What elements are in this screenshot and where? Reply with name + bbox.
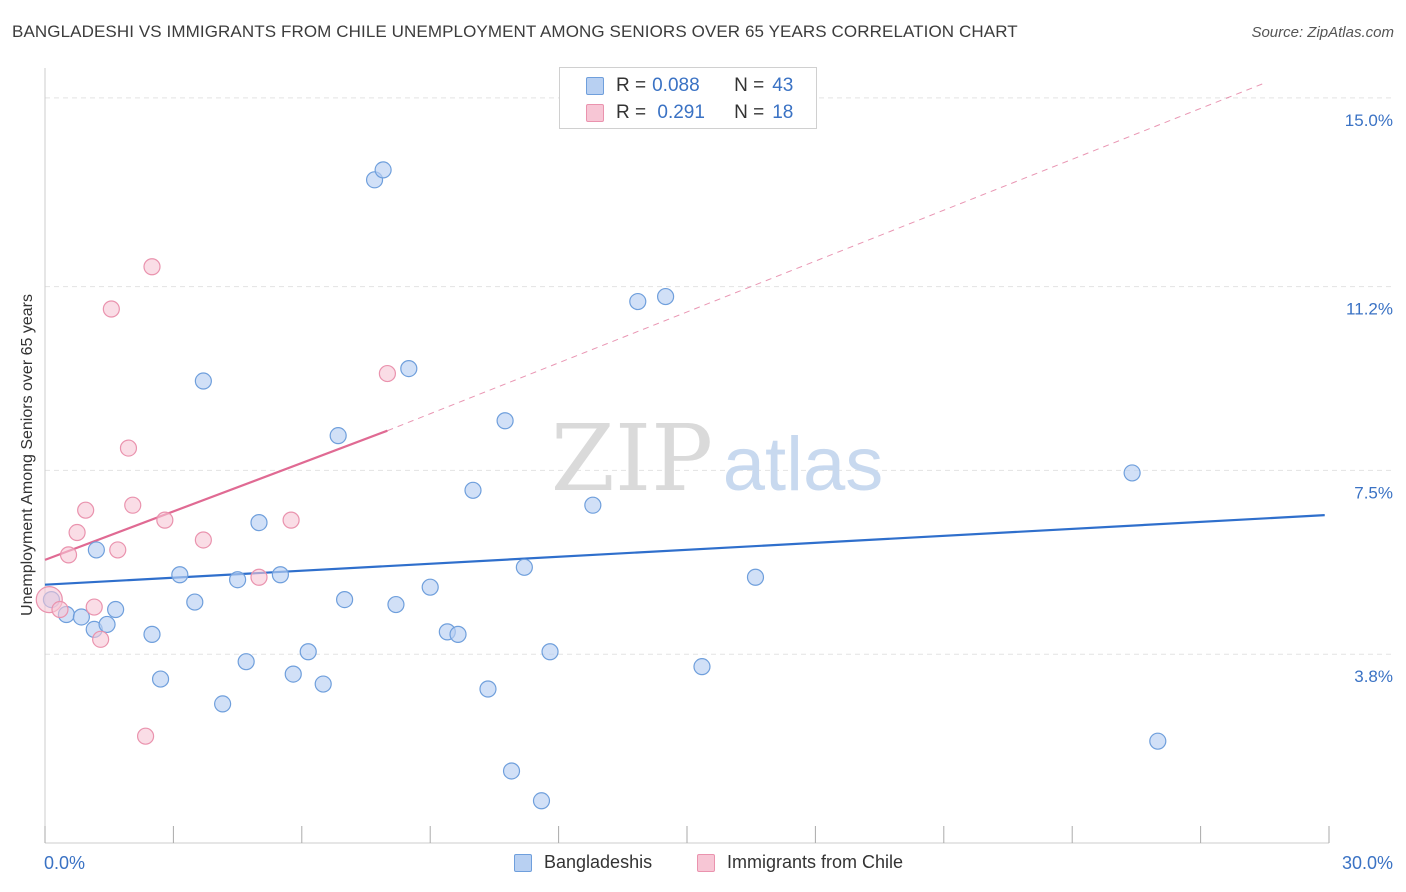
chile-point	[378, 364, 396, 383]
chile-point	[143, 258, 161, 276]
chile-trend-line	[44, 429, 388, 561]
bangladeshis-point	[449, 625, 467, 643]
bangladeshis-point	[496, 412, 514, 430]
bangladeshis-point	[151, 670, 170, 688]
bangladeshis-point	[421, 578, 439, 596]
bangladeshis-point	[400, 360, 418, 378]
bangladeshis-point	[1149, 732, 1167, 750]
bangladeshis-point	[237, 653, 255, 671]
n-label: N =	[734, 75, 765, 96]
bangladeshis-point	[329, 427, 347, 445]
chile-point	[136, 727, 155, 745]
watermark-atlas: atlas	[723, 422, 884, 507]
correlation-legend: R = 0.088 N = 43 R = 0.291 N = 18	[559, 67, 817, 129]
chile-point	[194, 531, 212, 549]
bangladeshis-point	[186, 593, 204, 611]
bangladeshis-point	[374, 161, 392, 179]
pink-swatch	[586, 104, 604, 122]
bangladeshis-point	[541, 643, 559, 661]
bangladeshis-point	[746, 568, 765, 586]
source-label: Source: ZipAtlas.com	[1251, 24, 1394, 41]
bangladeshis-point	[336, 590, 354, 609]
chile-point	[282, 511, 300, 529]
chile-point	[250, 568, 268, 586]
bangladeshis-point	[194, 372, 212, 390]
y-tick-label: 15.0%	[1345, 111, 1393, 130]
blue-swatch	[514, 853, 532, 872]
n-value: 18	[772, 102, 794, 123]
axes	[44, 68, 1330, 844]
x-tick-label-max: 30.0%	[1342, 853, 1393, 873]
legend-row-bangladeshis: R = 0.088 N = 43	[586, 75, 793, 97]
r-label: R =	[616, 102, 647, 123]
bangladeshis-point	[693, 658, 711, 676]
y-axis-label: Unemployment Among Seniors over 65 years	[19, 294, 36, 616]
legend-item-chile: Immigrants from Chile	[697, 852, 903, 873]
blue-swatch	[586, 77, 604, 95]
chile-point	[119, 439, 138, 457]
chile-point	[156, 511, 174, 529]
legend-label: Immigrants from Chile	[727, 852, 904, 872]
bangladeshis-point	[387, 595, 405, 614]
bangladeshis-point	[502, 762, 521, 780]
bangladeshis-point	[250, 513, 268, 532]
bangladeshis-point	[532, 792, 551, 810]
r-value: 0.291	[652, 102, 705, 123]
bangladeshis-point	[271, 566, 289, 584]
bangladeshis-point	[143, 625, 161, 643]
legend-label: Bangladeshis	[544, 852, 653, 872]
chile-point	[124, 496, 142, 514]
n-value: 43	[772, 75, 794, 96]
bangladeshis-point	[1123, 464, 1141, 482]
watermark: ZIP atlas	[551, 405, 883, 512]
chart-title: BANGLADESHI VS IMMIGRANTS FROM CHILE UNE…	[12, 22, 1018, 41]
grid-lines	[45, 97, 1392, 655]
data-points	[35, 161, 1167, 810]
bangladeshis-point	[314, 675, 332, 693]
pink-swatch	[697, 853, 715, 872]
chile-point	[68, 523, 86, 542]
n-label: N =	[734, 102, 765, 123]
bangladeshis-point	[98, 615, 116, 634]
bangladeshis-point	[72, 608, 90, 626]
x-tick-label-min: 0.0%	[44, 853, 85, 873]
bangladeshis-point	[479, 680, 497, 698]
chile-trend-extension	[387, 82, 1265, 432]
bangladeshis-point	[87, 541, 105, 559]
bangladeshis-point	[629, 292, 647, 311]
bangladeshis-point	[656, 287, 675, 306]
chile-point	[102, 300, 120, 318]
bangladeshis-point	[214, 695, 232, 713]
legend-row-chile: R = 0.291 N = 18	[586, 102, 793, 124]
legend-item-bangladeshis: Bangladeshis	[514, 852, 652, 873]
tick-labels: 3.8% 7.5% 11.2% 15.0% 0.0% 30.0%	[44, 111, 1393, 873]
chile-point	[109, 541, 127, 559]
chile-point	[59, 546, 78, 564]
chile-point	[85, 598, 103, 616]
chile-point	[92, 630, 110, 648]
r-label: R =	[616, 75, 647, 96]
bangladeshis-point	[107, 600, 125, 619]
bangladeshis-point	[515, 558, 533, 576]
bangladeshis-point	[584, 496, 602, 514]
bangladeshis-point	[171, 566, 189, 584]
watermark-zip: ZIP	[551, 405, 713, 512]
bangladeshis-point	[464, 481, 482, 499]
chile-point	[51, 600, 69, 619]
y-tick-label: 7.5%	[1354, 483, 1393, 502]
y-tick-label: 11.2%	[1346, 300, 1393, 319]
r-value: 0.088	[652, 75, 700, 96]
bangladeshis-point	[229, 571, 247, 589]
bangladeshis-point	[284, 665, 302, 683]
y-tick-label: 3.8%	[1354, 667, 1393, 686]
chile-point	[77, 501, 95, 519]
bangladeshis-point	[299, 643, 317, 661]
